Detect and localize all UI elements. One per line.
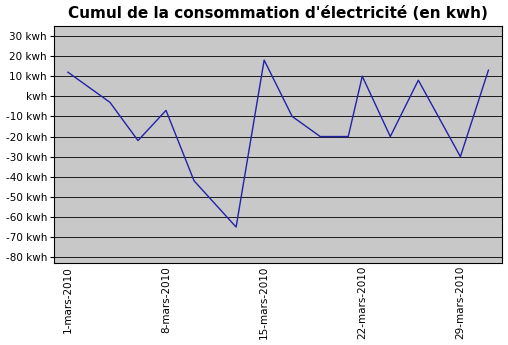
Title: Cumul de la consommation d'électricité (en kwh): Cumul de la consommation d'électricité (… xyxy=(68,6,488,21)
